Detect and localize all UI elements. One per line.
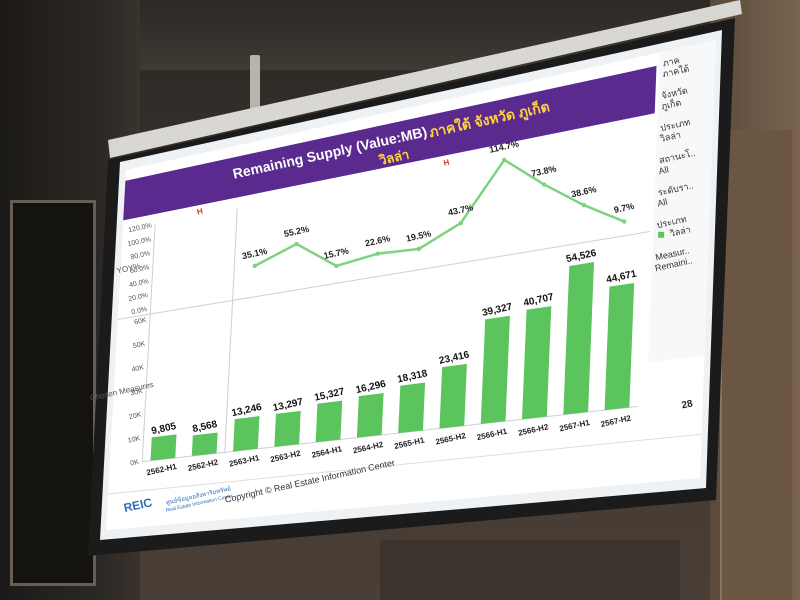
bar-y-tick: 20K <box>128 411 142 421</box>
slide-subtitle: วิลล่า <box>377 147 411 168</box>
yoy-point <box>375 251 380 256</box>
bar <box>233 416 260 452</box>
reic-logo: REIC <box>122 495 153 515</box>
line-y-tick: 20.0% <box>128 292 149 303</box>
yoy-line <box>254 158 625 268</box>
line-y-tick: 80.0% <box>130 250 151 261</box>
screen-housing <box>108 0 742 158</box>
floor-area <box>380 540 680 600</box>
yoy-point <box>502 157 507 163</box>
x-axis-line <box>142 405 638 463</box>
bar <box>274 410 301 447</box>
bar-y-tick: 30K <box>130 388 144 398</box>
yoy-point <box>334 263 339 269</box>
yoy-point <box>458 220 463 226</box>
bar <box>480 315 510 424</box>
filter-value: วิลล่า <box>669 224 692 238</box>
bar-y-tick: 50K <box>132 340 146 350</box>
bar-y-tick: 40K <box>131 364 145 374</box>
yoy-point <box>416 246 421 252</box>
line-y-tick: 60.0% <box>129 264 150 275</box>
line-y-tick: 0.0% <box>131 306 148 316</box>
bar <box>356 392 384 438</box>
yoy-point <box>581 203 587 208</box>
ceiling-pipe <box>250 55 260 110</box>
yoy-data-label: 9.7% <box>613 201 635 215</box>
bar <box>439 363 467 429</box>
door-frame <box>10 200 96 586</box>
h-marker: H <box>196 206 204 216</box>
filter-label: ภาค <box>662 55 681 68</box>
chart-divider <box>117 231 651 320</box>
bar-y-tick: 10K <box>127 435 141 445</box>
bar-y-tick: 0K <box>130 459 140 468</box>
bar <box>522 306 552 420</box>
bar <box>604 282 635 411</box>
legend-swatch <box>658 231 665 238</box>
bar-y-tick: 60K <box>134 317 148 327</box>
bar <box>563 262 595 415</box>
bar <box>150 434 177 461</box>
h-marker: H <box>443 158 451 168</box>
line-y-tick: 100.0% <box>127 236 152 248</box>
filter-value: All <box>656 197 668 209</box>
yoy-point <box>622 219 627 224</box>
bar <box>398 382 426 434</box>
yoy-point <box>541 182 547 187</box>
y-axis-line <box>141 224 156 462</box>
yoy-point <box>294 241 299 247</box>
filter-value: วิลล่า <box>659 130 682 144</box>
slide-content: Remaining Supply (Value:MB)ภาคใต้ จังหวั… <box>89 40 716 530</box>
filter-value: ภูเก็ต <box>660 95 683 112</box>
yoy-point <box>252 263 257 269</box>
footer-divider <box>107 433 702 495</box>
filter-pane <box>648 40 716 363</box>
line-y-tick: 40.0% <box>129 278 150 289</box>
bar <box>315 400 343 443</box>
title-band <box>123 65 657 221</box>
page-number: 28 <box>681 398 695 411</box>
line-y-tick: 120.0% <box>128 222 153 234</box>
filter-value: All <box>658 164 670 176</box>
bar-data-label: 9,805 <box>150 421 177 437</box>
bar-data-label: 8,568 <box>192 419 219 435</box>
bar <box>191 432 218 457</box>
pane-divider <box>224 208 238 453</box>
